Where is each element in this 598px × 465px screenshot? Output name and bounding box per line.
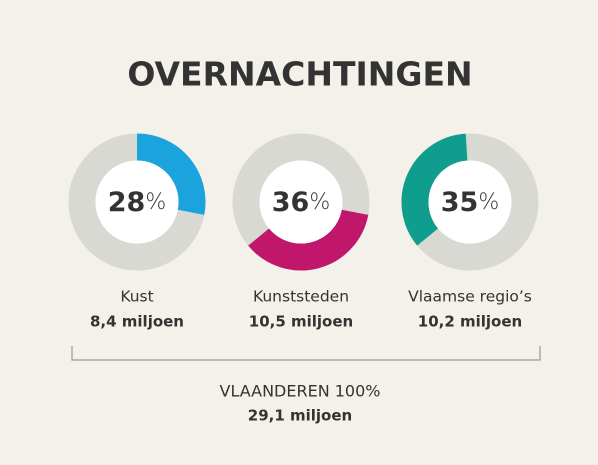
donut-segment xyxy=(136,133,206,215)
amount-label: 10,5 miljoen xyxy=(249,313,353,331)
percent-value: 36 xyxy=(272,187,310,218)
percent-unit: % xyxy=(309,190,330,215)
amount-label: 8,4 miljoen xyxy=(90,313,184,331)
donut-center xyxy=(428,160,512,244)
percent-value: 35 xyxy=(441,187,479,218)
percent-unit: % xyxy=(478,190,499,215)
total-amount: 29,1 miljoen xyxy=(248,407,352,425)
bracket xyxy=(71,346,541,361)
category-label: Kunststeden xyxy=(253,288,349,306)
donut-center xyxy=(259,160,343,244)
amount-label: 10,2 miljoen xyxy=(418,313,522,331)
donut-center xyxy=(95,160,179,244)
percent-unit: % xyxy=(145,190,166,215)
total-label: VLAANDEREN 100% xyxy=(220,382,381,401)
donut-segment xyxy=(401,133,469,246)
percent-label: 28% xyxy=(108,187,166,218)
percent-label: 36% xyxy=(272,187,330,218)
donut-segment xyxy=(248,209,369,271)
chart-title: OVERNACHTINGEN xyxy=(127,55,472,94)
percent-label: 35% xyxy=(441,187,499,218)
category-label: Vlaamse regio’s xyxy=(408,288,532,306)
percent-value: 28 xyxy=(108,187,146,218)
category-label: Kust xyxy=(120,288,153,306)
